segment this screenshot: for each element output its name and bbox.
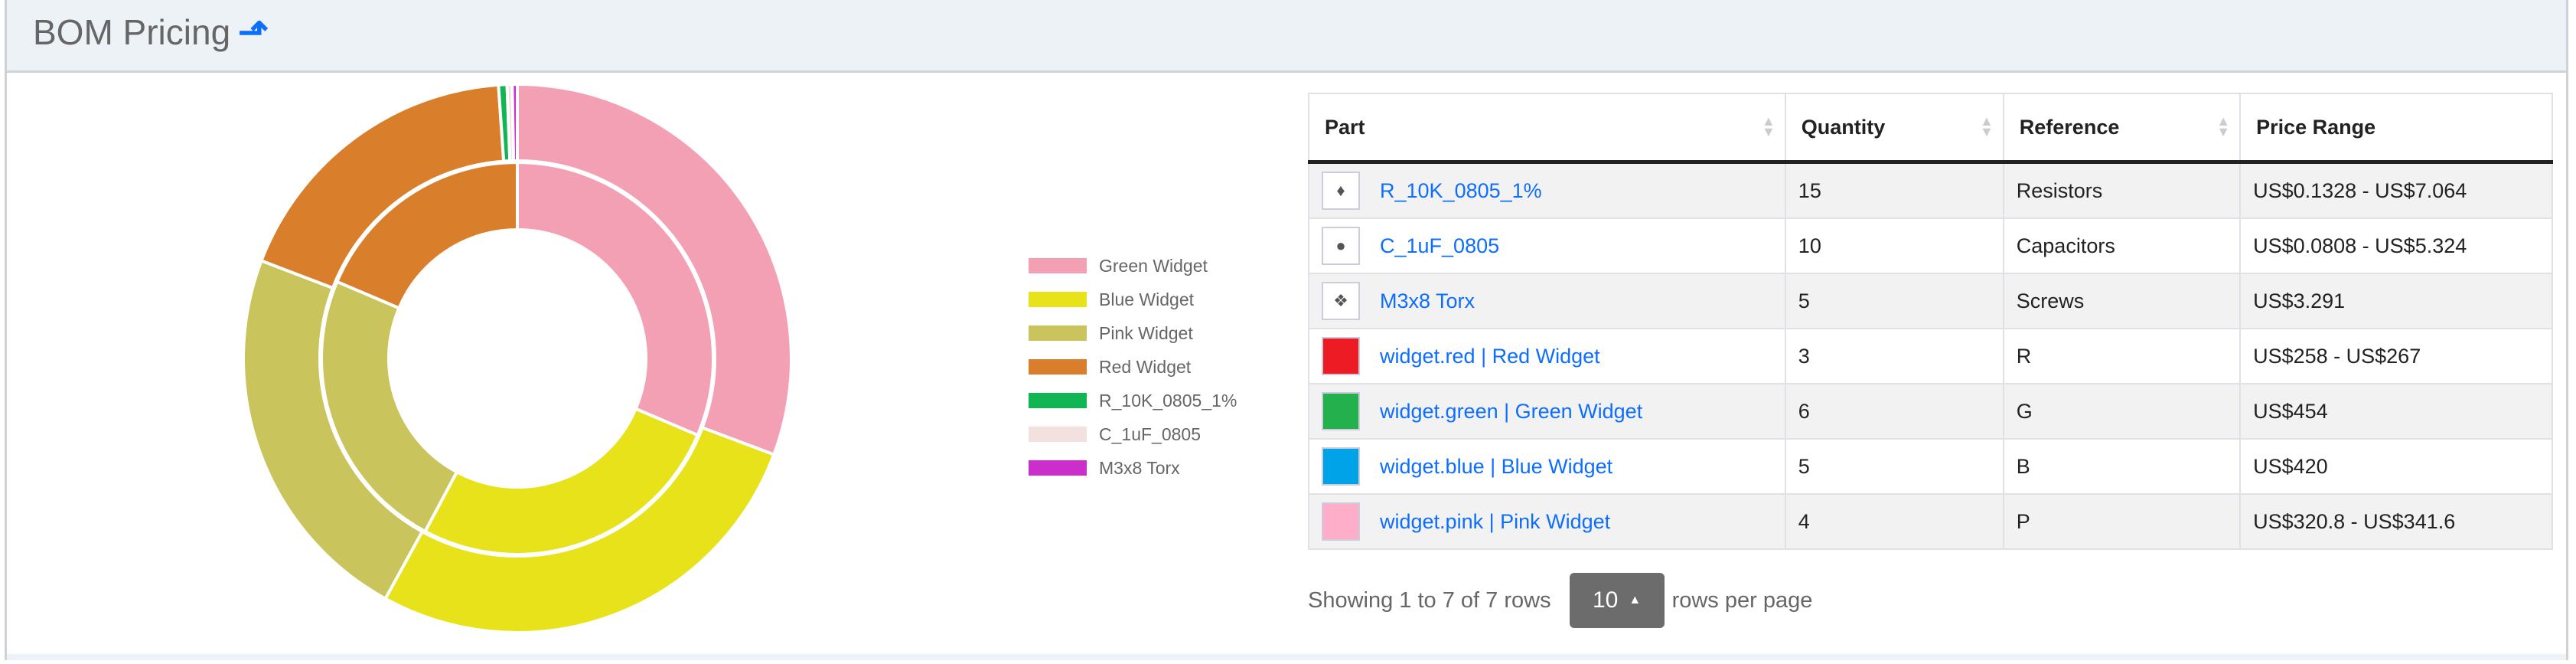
pagination: Showing 1 to 7 of 7 rows 10 ▲ rows per pa… <box>1308 573 1812 628</box>
legend-item[interactable]: R_10K_0805_1% <box>1029 384 1237 417</box>
part-cell: ♦ R_10K_0805_1% <box>1308 161 1786 219</box>
legend-swatch <box>1029 292 1087 307</box>
legend-item[interactable]: Pink Widget <box>1029 316 1237 350</box>
quantity-cell: 3 <box>1784 328 2004 384</box>
screws-image: ❖ <box>1322 282 1360 320</box>
price-cell: US$0.1328 - US$7.064 <box>2239 161 2553 219</box>
column-header-quantity[interactable]: Quantity ▲ ▼ <box>1784 93 2004 164</box>
price-cell: US$0.0808 - US$5.324 <box>2239 218 2553 274</box>
quantity-cell: 4 <box>1784 493 2004 550</box>
price-cell: US$454 <box>2239 383 2553 440</box>
price-cell: US$3.291 <box>2239 273 2553 329</box>
quantity-cell: 15 <box>1784 161 2004 219</box>
resistor-image: ♦ <box>1322 172 1360 210</box>
price-cell: US$258 - US$267 <box>2239 328 2553 384</box>
legend-swatch <box>1029 460 1087 476</box>
table-row: ● C_1uF_0805 10 Capacitors US$0.0808 - US… <box>1308 218 2553 274</box>
panel-header: BOM Pricing ⬏ <box>7 0 2566 73</box>
legend-swatch <box>1029 427 1087 442</box>
inner-slice-green-widget[interactable] <box>516 160 715 437</box>
part-cell: widget.blue | Blue Widget <box>1308 438 1786 495</box>
capacitor-image: ● <box>1322 227 1360 265</box>
table-row: widget.red | Red Widget 3 R US$258 - US$… <box>1308 328 2553 384</box>
part-cell: widget.pink | Pink Widget <box>1308 493 1786 550</box>
legend-swatch <box>1029 393 1087 408</box>
legend-item[interactable]: M3x8 Torx <box>1029 451 1237 485</box>
table-row: ♦ R_10K_0805_1% 15 Resistors US$0.1328 - … <box>1308 161 2553 219</box>
sort-icon: ▲ ▼ <box>1761 113 1775 139</box>
sort-icon: ▲ ▼ <box>1979 113 1994 139</box>
legend-label: C_1uF_0805 <box>1099 424 1201 444</box>
reference-cell: Screws <box>2002 273 2242 329</box>
legend-label: Blue Widget <box>1099 289 1195 309</box>
outer-slice-m3x8-torx[interactable] <box>510 82 519 163</box>
caret-up-icon: ▲ <box>1629 594 1642 607</box>
legend-item[interactable]: Green Widget <box>1029 249 1237 283</box>
reference-cell: B <box>2002 438 2242 495</box>
legend-swatch <box>1029 258 1087 273</box>
sort-arrow-up-icon[interactable]: ⬏ <box>238 12 269 53</box>
reference-cell: P <box>2002 493 2242 550</box>
legend-item[interactable]: Blue Widget <box>1029 283 1237 316</box>
part-cell: ● C_1uF_0805 <box>1308 218 1786 274</box>
part-link[interactable]: M3x8 Torx <box>1380 289 1475 312</box>
table-row: ❖ M3x8 Torx 5 Screws US$3.291 <box>1308 273 2553 329</box>
quantity-cell: 6 <box>1784 383 2004 440</box>
part-link[interactable]: widget.blue | Blue Widget <box>1380 454 1613 478</box>
chart-legend: Green Widget Blue Widget Pink Widget Red Wi… <box>1029 249 1237 485</box>
legend-label: R_10K_0805_1% <box>1099 390 1237 411</box>
part-link[interactable]: widget.pink | Pink Widget <box>1380 509 1611 533</box>
part-cell: widget.red | Red Widget <box>1308 328 1786 384</box>
inner-slice-pink-widget[interactable] <box>320 280 459 534</box>
quantity-cell: 5 <box>1784 438 2004 495</box>
bom-donut-chart <box>242 82 793 634</box>
inner-slice-red-widget[interactable] <box>334 160 519 310</box>
table-row: widget.pink | Pink Widget 4 P US$320.8 -… <box>1308 493 2553 550</box>
legend-swatch <box>1029 325 1087 341</box>
legend-item[interactable]: Red Widget <box>1029 350 1237 384</box>
page-size-dropdown[interactable]: 10 ▲ <box>1569 573 1665 628</box>
table-row: widget.green | Green Widget 6 G US$454 <box>1308 383 2553 440</box>
table-row: widget.blue | Blue Widget 5 B US$420 <box>1308 438 2553 495</box>
pagination-summary: Showing 1 to 7 of 7 rows <box>1308 587 1551 613</box>
part-link[interactable]: widget.green | Green Widget <box>1380 399 1643 423</box>
color-swatch-image <box>1322 447 1360 486</box>
column-header-price-range[interactable]: Price Range <box>2239 93 2553 164</box>
legend-item[interactable]: C_1uF_0805 <box>1029 417 1237 451</box>
page-title: BOM Pricing ⬏ <box>33 12 269 53</box>
price-cell: US$420 <box>2239 438 2553 495</box>
legend-label: Green Widget <box>1099 255 1208 276</box>
part-link[interactable]: widget.red | Red Widget <box>1380 344 1600 368</box>
panel-footer <box>7 654 2566 660</box>
part-cell: ❖ M3x8 Torx <box>1308 273 1786 329</box>
part-cell: widget.green | Green Widget <box>1308 383 1786 440</box>
legend-label: M3x8 Torx <box>1099 457 1180 478</box>
quantity-cell: 10 <box>1784 218 2004 274</box>
color-swatch-image <box>1322 337 1360 375</box>
reference-cell: Capacitors <box>2002 218 2242 274</box>
bom-pricing-panel: BOM Pricing ⬏ <box>5 0 2568 660</box>
legend-swatch <box>1029 359 1087 375</box>
bom-table: Part ▲ ▼ Quantity ▲ ▼ Reference ▲ ▼ Price Range ♦… <box>1308 93 2553 550</box>
reference-cell: R <box>2002 328 2242 384</box>
part-link[interactable]: R_10K_0805_1% <box>1380 178 1542 202</box>
sort-icon: ▲ ▼ <box>2216 113 2231 139</box>
inner-slice-blue-widget[interactable] <box>422 407 700 556</box>
color-swatch-image <box>1322 502 1360 541</box>
quantity-cell: 5 <box>1784 273 2004 329</box>
part-link[interactable]: C_1uF_0805 <box>1380 234 1500 257</box>
reference-cell: Resistors <box>2002 161 2242 219</box>
rows-per-page-label: rows per page <box>1671 587 1813 613</box>
legend-label: Pink Widget <box>1099 322 1193 343</box>
column-header-reference[interactable]: Reference ▲ ▼ <box>2002 93 2242 164</box>
price-cell: US$320.8 - US$341.6 <box>2239 493 2553 550</box>
legend-label: Red Widget <box>1099 356 1192 377</box>
column-header-part[interactable]: Part ▲ ▼ <box>1308 93 1786 164</box>
reference-cell: G <box>2002 383 2242 440</box>
color-swatch-image <box>1322 392 1360 430</box>
